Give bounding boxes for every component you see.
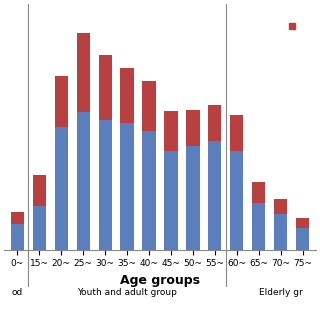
Bar <box>230 115 244 151</box>
Bar <box>186 109 199 146</box>
Bar <box>296 228 309 250</box>
Bar <box>33 174 46 206</box>
Bar <box>99 55 112 120</box>
Bar <box>142 81 156 131</box>
Bar <box>99 120 112 250</box>
Bar <box>142 131 156 250</box>
Text: Elderly gr: Elderly gr <box>259 289 303 298</box>
Bar <box>55 127 68 250</box>
Bar <box>164 111 178 151</box>
Bar <box>55 76 68 127</box>
Bar <box>11 212 24 224</box>
Text: Youth and adult group: Youth and adult group <box>77 289 177 298</box>
Bar <box>274 199 287 213</box>
Bar <box>33 206 46 250</box>
Bar <box>274 213 287 250</box>
Bar <box>296 218 309 228</box>
Bar <box>164 151 178 250</box>
Bar <box>252 204 265 250</box>
Bar <box>208 105 221 141</box>
Bar <box>11 224 24 250</box>
Bar <box>230 151 244 250</box>
X-axis label: Age groups: Age groups <box>120 274 200 287</box>
Bar <box>186 146 199 250</box>
Bar <box>121 68 134 123</box>
Bar <box>208 141 221 250</box>
Bar <box>121 123 134 250</box>
Bar <box>76 112 90 250</box>
Text: od: od <box>12 289 23 298</box>
Bar <box>252 182 265 204</box>
Bar <box>76 33 90 112</box>
